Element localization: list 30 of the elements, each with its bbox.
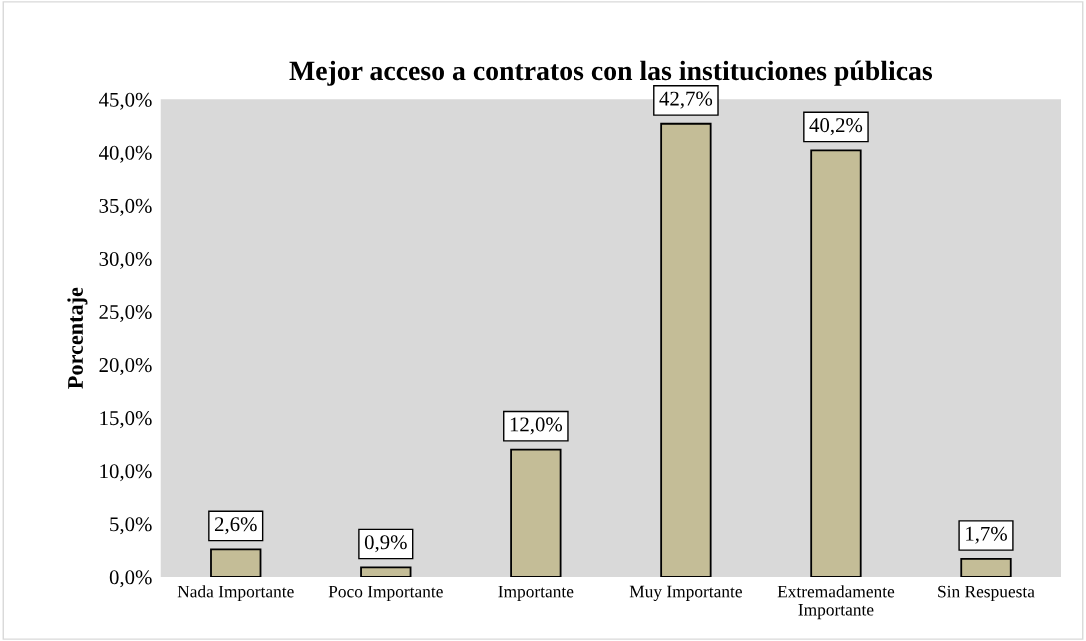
x-tick-label: Importante — [498, 585, 574, 601]
data-label: 12,0% — [510, 417, 563, 435]
bar — [360, 566, 412, 577]
bar — [210, 548, 262, 577]
y-axis-title: Porcentaje — [67, 287, 88, 389]
data-label: 42,7% — [659, 91, 713, 109]
data-label: 2,6% — [214, 517, 257, 535]
y-tick-label: 15,0% — [100, 411, 152, 429]
y-tick-label: 0,0% — [109, 570, 152, 588]
x-tick-label: Poco Importante — [328, 585, 443, 601]
x-tick-label: Sin Respuesta — [938, 585, 1035, 601]
y-tick-label: 10,0% — [100, 464, 152, 482]
data-label: 40,2% — [809, 118, 863, 136]
y-tick-label: 45,0% — [98, 92, 152, 110]
x-tick-label: Nada Importante — [177, 585, 294, 601]
chart-title: Mejor acceso a contratos con las instituciones públicas — [289, 60, 933, 86]
y-tick-label: 30,0% — [99, 251, 152, 269]
bar — [660, 122, 712, 577]
y-tick-label: 5,0% — [110, 517, 152, 535]
data-label: 0,9% — [364, 535, 407, 553]
y-tick-label: 25,0% — [99, 304, 152, 323]
y-tick-label: 40,0% — [98, 145, 152, 163]
bar — [810, 149, 862, 577]
bar — [510, 448, 562, 577]
x-tick-label: Muy Importante — [629, 585, 742, 601]
x-tick-label: Extremadamente Importante — [777, 585, 895, 620]
y-tick-label: 35,0% — [99, 198, 152, 216]
bar — [960, 557, 1012, 577]
y-tick-label: 20,0% — [99, 358, 152, 376]
data-label: 1,7% — [966, 526, 1007, 544]
